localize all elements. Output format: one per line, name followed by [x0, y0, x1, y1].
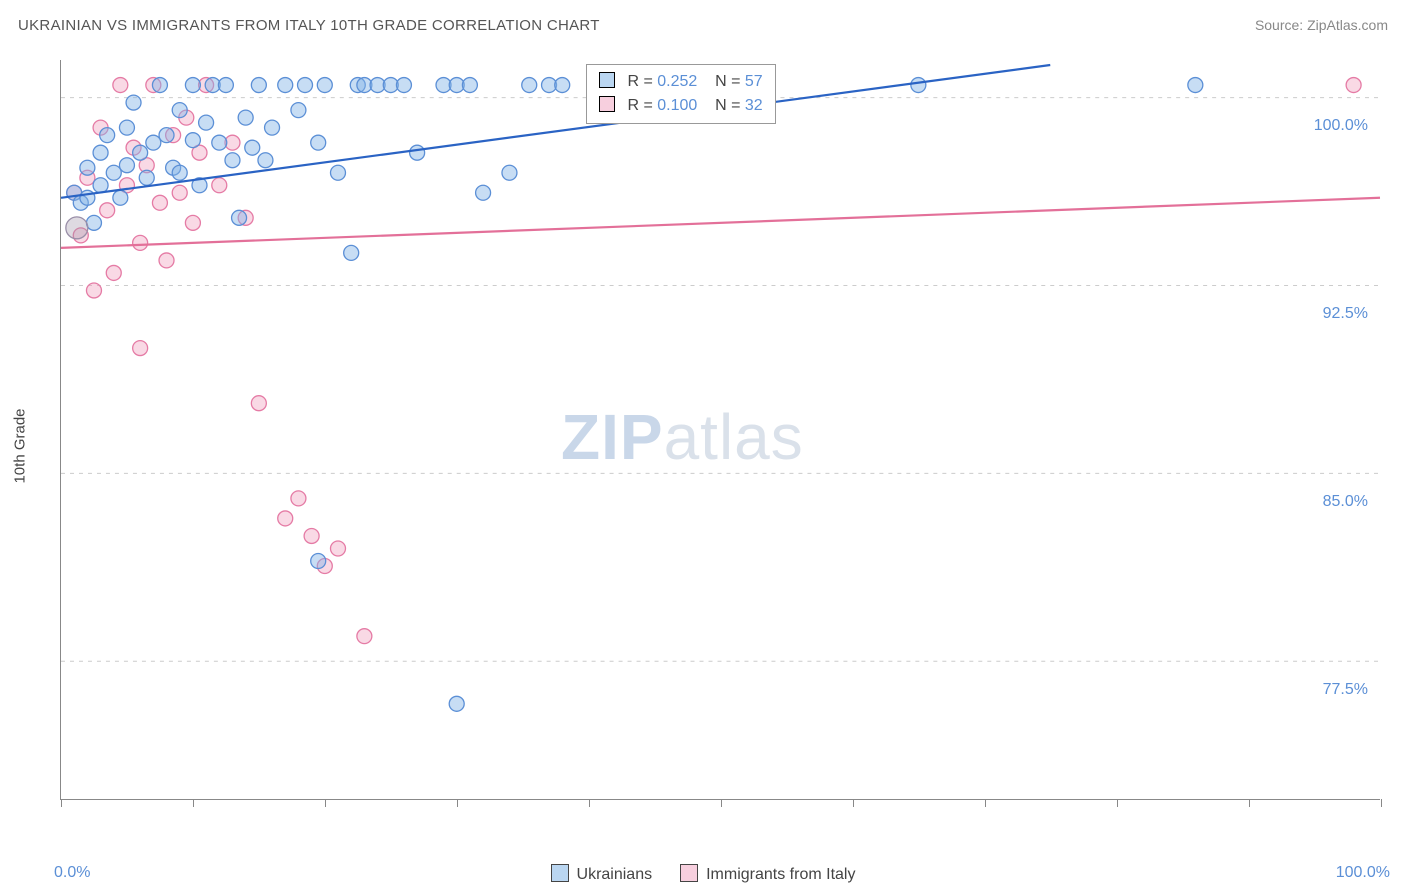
stats-row-a: R = 0.252 N = 57 — [599, 70, 763, 94]
scatter-point-a — [113, 190, 128, 205]
chart-title: UKRAINIAN VS IMMIGRANTS FROM ITALY 10TH … — [18, 17, 600, 34]
scatter-point-a — [258, 153, 273, 168]
scatter-point-a — [232, 210, 247, 225]
scatter-point-a — [119, 158, 134, 173]
scatter-point-a — [298, 78, 313, 93]
scatter-point-a — [278, 78, 293, 93]
y-tick-label: 100.0% — [1314, 117, 1368, 135]
scatter-point-large — [66, 217, 88, 239]
x-tick — [1381, 799, 1382, 807]
scatter-point-a — [146, 135, 161, 150]
scatter-point-a — [396, 78, 411, 93]
scatter-point-a — [106, 165, 121, 180]
x-tick — [457, 799, 458, 807]
scatter-point-b — [278, 511, 293, 526]
scatter-point-a — [330, 165, 345, 180]
x-tick — [721, 799, 722, 807]
scatter-point-a — [522, 78, 537, 93]
legend-swatch-pink — [599, 96, 615, 112]
x-tick — [61, 799, 62, 807]
scatter-point-a — [911, 78, 926, 93]
scatter-point-a — [93, 178, 108, 193]
scatter-point-a — [344, 245, 359, 260]
scatter-point-a — [311, 135, 326, 150]
scatter-point-a — [133, 145, 148, 160]
scatter-point-a — [555, 78, 570, 93]
y-tick-label: 77.5% — [1323, 681, 1368, 699]
scatter-point-a — [225, 153, 240, 168]
scatter-point-a — [265, 120, 280, 135]
scatter-point-a — [119, 120, 134, 135]
scatter-point-b — [159, 253, 174, 268]
scatter-point-b — [133, 341, 148, 356]
scatter-point-b — [106, 265, 121, 280]
scatter-point-b — [133, 235, 148, 250]
scatter-point-a — [139, 170, 154, 185]
scatter-point-a — [291, 103, 306, 118]
regression-line-b — [61, 198, 1380, 248]
scatter-point-a — [86, 215, 101, 230]
scatter-point-a — [212, 135, 227, 150]
scatter-point-a — [502, 165, 517, 180]
scatter-point-a — [199, 115, 214, 130]
scatter-point-a — [159, 128, 174, 143]
scatter-point-b — [172, 185, 187, 200]
scatter-point-a — [172, 165, 187, 180]
scatter-point-b — [330, 541, 345, 556]
x-tick — [985, 799, 986, 807]
scatter-point-a — [251, 78, 266, 93]
scatter-point-a — [311, 554, 326, 569]
stats-row-b: R = 0.100 N = 32 — [599, 94, 763, 118]
scatter-point-a — [245, 140, 260, 155]
scatter-point-a — [172, 103, 187, 118]
scatter-point-b — [113, 78, 128, 93]
x-tick — [1249, 799, 1250, 807]
legend-swatch-pink-icon — [680, 864, 698, 882]
x-tick — [589, 799, 590, 807]
scatter-point-a — [218, 78, 233, 93]
scatter-point-a — [185, 78, 200, 93]
scatter-point-a — [410, 145, 425, 160]
bottom-legend: Ukrainians Immigrants from Italy — [0, 864, 1406, 884]
scatter-point-a — [1188, 78, 1203, 93]
scatter-point-a — [317, 78, 332, 93]
x-tick — [853, 799, 854, 807]
x-tick — [1117, 799, 1118, 807]
legend-item-b: Immigrants from Italy — [680, 864, 855, 884]
scatter-point-a — [93, 145, 108, 160]
scatter-point-b — [152, 195, 167, 210]
scatter-point-b — [291, 491, 306, 506]
scatter-point-b — [185, 215, 200, 230]
scatter-point-a — [449, 696, 464, 711]
scatter-point-a — [185, 133, 200, 148]
plot-area: ZIPatlas R = 0.252 N = 57 R = 0.100 N = … — [60, 60, 1380, 800]
chart-svg — [61, 60, 1380, 799]
x-tick — [325, 799, 326, 807]
legend-swatch-blue — [599, 72, 615, 88]
stats-box: R = 0.252 N = 57 R = 0.100 N = 32 — [586, 64, 776, 124]
scatter-point-b — [212, 178, 227, 193]
scatter-point-a — [238, 110, 253, 125]
scatter-point-b — [251, 396, 266, 411]
scatter-point-a — [100, 128, 115, 143]
scatter-point-a — [126, 95, 141, 110]
legend-swatch-blue-icon — [551, 864, 569, 882]
scatter-point-b — [357, 629, 372, 644]
scatter-point-b — [86, 283, 101, 298]
scatter-point-a — [462, 78, 477, 93]
scatter-point-a — [80, 160, 95, 175]
scatter-point-b — [100, 203, 115, 218]
legend-item-a: Ukrainians — [551, 864, 653, 884]
scatter-point-a — [476, 185, 491, 200]
scatter-point-b — [304, 528, 319, 543]
y-axis-label: 10th Grade — [12, 408, 29, 483]
scatter-point-b — [1346, 78, 1361, 93]
y-tick-label: 85.0% — [1323, 493, 1368, 511]
x-tick — [193, 799, 194, 807]
y-tick-label: 92.5% — [1323, 305, 1368, 323]
scatter-point-a — [152, 78, 167, 93]
source-label: Source: ZipAtlas.com — [1255, 17, 1388, 33]
